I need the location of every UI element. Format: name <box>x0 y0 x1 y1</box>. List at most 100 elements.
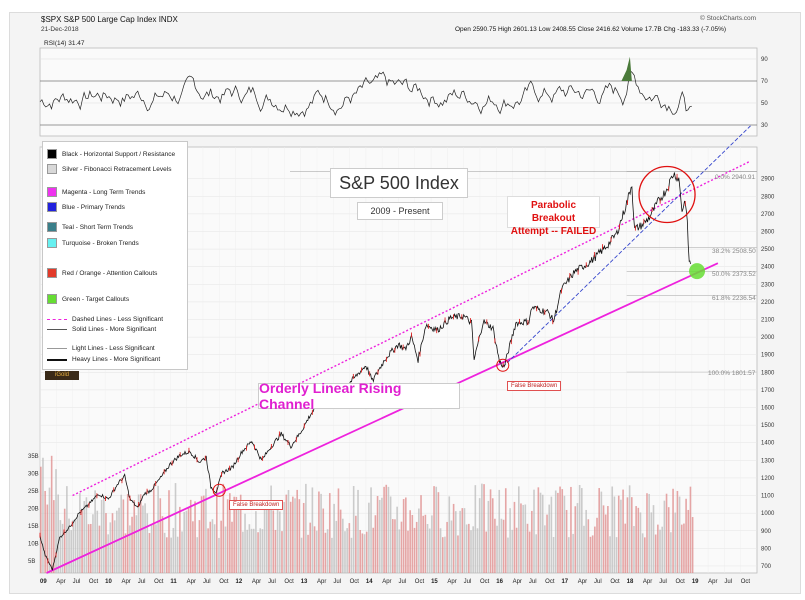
volume-bar <box>559 486 561 573</box>
volume-bar <box>346 528 348 573</box>
volume-bar <box>591 535 594 573</box>
volume-bar <box>370 487 372 573</box>
volume-bar <box>135 515 138 573</box>
volume-bar <box>85 497 88 573</box>
volume-bar <box>663 500 666 573</box>
volume-bar <box>385 484 388 573</box>
volume-bar <box>667 507 670 573</box>
volume-bar <box>685 498 687 573</box>
volume-bar <box>483 484 485 573</box>
volume-bar <box>411 514 414 573</box>
x-tick-label: 11 <box>170 579 177 585</box>
volume-bar <box>76 515 79 573</box>
volume-bar <box>587 519 590 573</box>
volume-bar <box>270 485 272 573</box>
fib-label-0: 0.0% 2940.91 <box>715 174 756 181</box>
volume-bar <box>415 521 418 573</box>
volume-bar <box>335 520 338 573</box>
volume-bar <box>142 505 144 573</box>
volume-bar <box>133 500 136 573</box>
volume-bar <box>567 537 570 573</box>
volume-bar <box>339 509 342 573</box>
volume-bar <box>348 523 351 573</box>
volume-bar <box>259 528 262 573</box>
volume-bar <box>292 496 294 573</box>
volume-tick-label: 30B <box>28 472 39 478</box>
x-tick-label: Jul <box>659 579 667 585</box>
parabolic-callout-line: Parabolic Breakout <box>530 200 577 224</box>
price-tick-label: 2100 <box>761 318 775 324</box>
fib-label-618: 61.8% 2236.54 <box>712 295 756 302</box>
legend-swatch <box>47 294 57 304</box>
volume-bar <box>46 504 49 573</box>
volume-bar <box>350 537 353 573</box>
volume-bar <box>237 505 240 573</box>
volume-bar <box>650 512 653 573</box>
volume-bar <box>198 520 201 573</box>
volume-bar <box>79 493 81 573</box>
volume-bar <box>431 515 433 573</box>
volume-bar <box>107 534 109 573</box>
volume-bar <box>557 492 559 573</box>
x-tick-label: Jul <box>268 579 276 585</box>
volume-bar <box>252 528 255 573</box>
volume-bar <box>494 518 496 573</box>
x-tick-label: Oct <box>545 579 555 585</box>
volume-bar <box>374 515 377 573</box>
volume-bar <box>196 537 199 573</box>
volume-bar <box>533 489 535 573</box>
volume-bar <box>670 532 672 573</box>
rsi-label: RSI(14) 31.47 <box>44 40 85 47</box>
volume-bar <box>166 537 168 573</box>
volume-bar <box>611 486 614 573</box>
volume-bar <box>428 528 431 573</box>
x-tick-label: Apr <box>317 579 326 585</box>
volume-bar <box>42 457 44 573</box>
x-tick-label: Jul <box>529 579 537 585</box>
volume-bar <box>405 497 407 573</box>
volume-bar <box>502 519 505 573</box>
volume-bar <box>633 526 635 573</box>
volume-bar <box>481 483 483 573</box>
volume-bar <box>92 514 94 573</box>
spx-price-line <box>39 172 691 571</box>
volume-bar <box>665 493 668 573</box>
volume-bar <box>468 523 470 573</box>
legend-item: Heavy Lines - More Significant <box>47 356 160 363</box>
parabolic-callout: Parabolic Breakout Attempt -- FAILED <box>507 196 600 237</box>
volume-bar <box>689 486 692 573</box>
volume-bar <box>131 516 133 573</box>
rsi-tick-label: 50 <box>761 101 768 107</box>
x-tick-label: 19 <box>692 579 699 585</box>
volume-bar <box>485 531 488 573</box>
volume-bar <box>426 524 429 573</box>
volume-bar <box>639 512 642 573</box>
volume-bar <box>89 523 92 573</box>
chart-subtitle: 2009 - Present <box>357 202 443 220</box>
volume-bar <box>124 533 127 573</box>
volume-bar <box>398 529 401 573</box>
legend: Black - Horizontal Support / Resistance S… <box>42 141 188 370</box>
price-tick-label: 2300 <box>761 282 775 288</box>
volume-bar <box>181 531 183 573</box>
volume-bar <box>594 526 596 573</box>
legend-label: Red / Orange - Attention Callouts <box>62 269 158 277</box>
volume-bar <box>422 515 424 573</box>
volume-bar <box>661 526 663 573</box>
volume-bar <box>279 511 281 573</box>
volume-bar <box>235 496 238 573</box>
legend-swatch <box>47 222 57 232</box>
volume-bar <box>511 529 514 573</box>
volume-bar <box>70 530 73 573</box>
volume-bar <box>194 501 196 573</box>
volume-bar <box>526 523 529 573</box>
x-tick-label: Apr <box>578 579 587 585</box>
volume-bar <box>68 518 70 573</box>
volume-bar <box>602 505 605 573</box>
volume-bar <box>331 537 333 573</box>
volume-bar <box>192 521 194 573</box>
volume-bar <box>242 531 244 573</box>
price-tick-label: 1000 <box>761 511 775 517</box>
volume-bar <box>652 505 655 573</box>
volume-bar <box>48 487 51 573</box>
